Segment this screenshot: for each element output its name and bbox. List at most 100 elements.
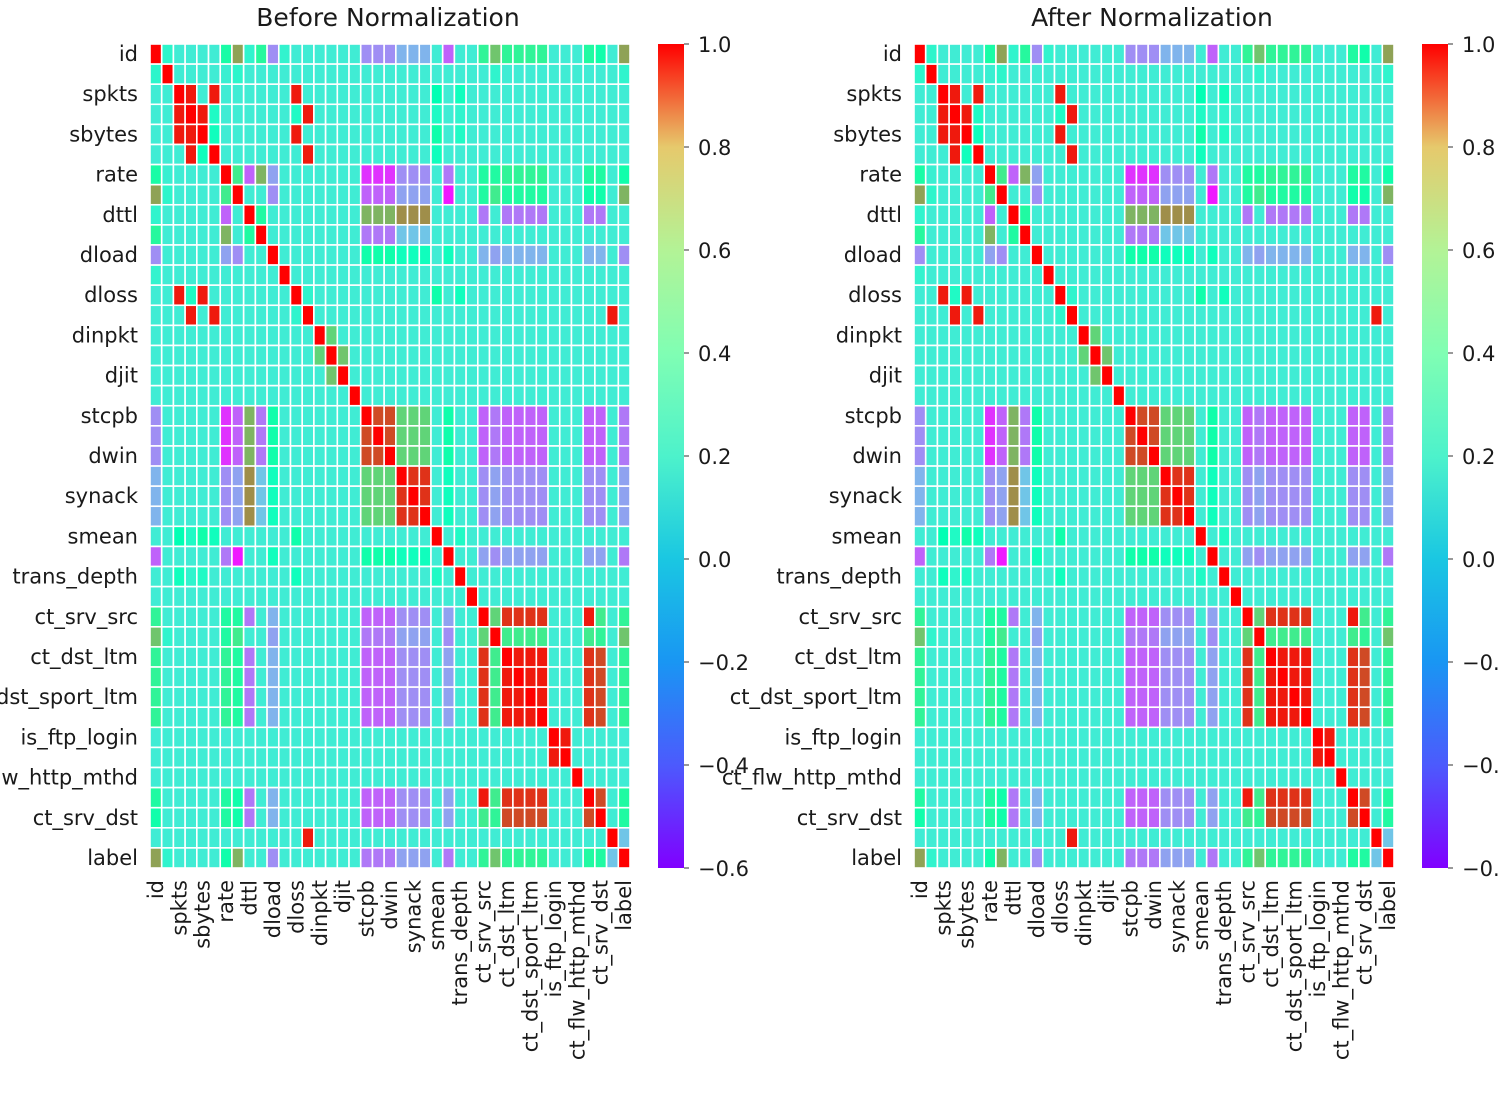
- heatmap-cell: [523, 505, 538, 528]
- heatmap-cell: [395, 686, 409, 709]
- heatmap-cell: [1217, 183, 1231, 206]
- heatmap-cell: [336, 83, 350, 106]
- heatmap-cell: [1241, 43, 1255, 65]
- y-tick-label: stcpb: [81, 404, 138, 428]
- heatmap-cell: [948, 344, 962, 367]
- heatmap-cell: [172, 806, 186, 829]
- heatmap-cell: [430, 324, 444, 347]
- heatmap-cell: [418, 244, 432, 266]
- heatmap-cell: [289, 465, 303, 487]
- heatmap-cell: [1041, 364, 1056, 387]
- heatmap-cell: [971, 726, 986, 749]
- heatmap-cell: [266, 103, 280, 126]
- heatmap-cell: [254, 224, 268, 246]
- heatmap-cell: [476, 746, 491, 769]
- heatmap-cell: [1053, 826, 1067, 849]
- heatmap-cell: [594, 726, 608, 749]
- heatmap-cell: [1030, 63, 1044, 85]
- heatmap-cell: [617, 425, 631, 447]
- heatmap-cell: [207, 324, 222, 347]
- heatmap-cell: [523, 826, 538, 849]
- heatmap-cell: [441, 706, 456, 729]
- heatmap-cell: [1205, 485, 1220, 508]
- heatmap-cell: [1077, 163, 1091, 186]
- heatmap-cell: [1194, 304, 1208, 327]
- heatmap-cell: [1322, 485, 1337, 508]
- heatmap-cell: [1346, 786, 1360, 809]
- heatmap-cell: [948, 83, 962, 106]
- heatmap-cell: [1100, 284, 1114, 307]
- heatmap-cell: [1276, 63, 1290, 85]
- heatmap-cell: [936, 83, 950, 106]
- heatmap-cell: [1241, 766, 1255, 789]
- heatmap-cell: [289, 43, 303, 65]
- heatmap-cell: [324, 83, 339, 106]
- heatmap-cell: [453, 445, 467, 467]
- heatmap-cell: [948, 646, 962, 668]
- heatmap-cell: [383, 203, 397, 226]
- heatmap-cell: [254, 344, 268, 367]
- y-tick-label: label: [851, 846, 902, 870]
- heatmap-cell: [1112, 565, 1126, 588]
- heatmap-cell: [936, 404, 950, 427]
- heatmap-cell: [570, 63, 584, 85]
- heatmap-cell: [594, 686, 608, 709]
- heatmap-cell: [960, 786, 974, 809]
- heatmap-cell: [395, 264, 409, 286]
- heatmap-cell: [1065, 746, 1079, 769]
- heatmap-cell: [995, 485, 1009, 508]
- heatmap-cell: [924, 324, 939, 347]
- heatmap-cell: [277, 605, 292, 628]
- heatmap-cell: [960, 746, 974, 769]
- heatmap-grid-after: [913, 43, 1395, 869]
- heatmap-cell: [1182, 324, 1196, 347]
- heatmap-cell: [289, 404, 303, 427]
- heatmap-cell: [1053, 485, 1067, 508]
- heatmap-cell: [172, 686, 186, 709]
- heatmap-cell: [488, 404, 503, 427]
- heatmap-cell: [570, 43, 584, 65]
- heatmap-cell: [277, 63, 292, 85]
- heatmap-cell: [1381, 203, 1395, 226]
- heatmap-cell: [348, 203, 362, 226]
- heatmap-cell: [348, 726, 362, 749]
- x-tick-label: dwin: [1142, 880, 1166, 930]
- heatmap-cell: [1077, 244, 1091, 266]
- heatmap-cell: [995, 284, 1009, 307]
- heatmap-cell: [1170, 766, 1185, 789]
- heatmap-cell: [336, 545, 350, 568]
- heatmap-cell: [242, 344, 257, 367]
- heatmap-cell: [160, 485, 175, 508]
- heatmap-cell: [1334, 425, 1348, 447]
- heatmap-cell: [1030, 706, 1044, 729]
- heatmap-cell: [582, 565, 596, 588]
- heatmap-cell: [406, 786, 421, 809]
- heatmap-cell: [500, 485, 514, 508]
- heatmap-cell: [570, 826, 584, 849]
- heatmap-cell: [570, 264, 584, 286]
- heatmap-cell: [547, 244, 561, 266]
- heatmap-cell: [476, 163, 491, 186]
- heatmap-cell: [1287, 626, 1302, 648]
- heatmap-cell: [570, 847, 584, 869]
- heatmap-cell: [1322, 626, 1337, 648]
- heatmap-cell: [1299, 706, 1313, 729]
- heatmap-cell: [1264, 806, 1278, 829]
- heatmap-cell: [1229, 143, 1243, 166]
- heatmap-cell: [1346, 404, 1360, 427]
- heatmap-cell: [289, 284, 303, 307]
- heatmap-cell: [1264, 646, 1278, 668]
- heatmap-cell: [1241, 646, 1255, 668]
- heatmap-cell: [500, 83, 514, 106]
- heatmap-cell: [1252, 766, 1267, 789]
- heatmap-cell: [1322, 264, 1337, 286]
- heatmap-cell: [266, 183, 280, 206]
- heatmap-cell: [1252, 203, 1267, 226]
- heatmap-cell: [523, 646, 538, 668]
- heatmap-cell: [453, 605, 467, 628]
- heatmap-cell: [1112, 766, 1126, 789]
- heatmap-cell: [1369, 666, 1384, 688]
- heatmap-cell: [348, 766, 362, 789]
- heatmap-cell: [476, 364, 491, 387]
- heatmap-cell: [1018, 766, 1032, 789]
